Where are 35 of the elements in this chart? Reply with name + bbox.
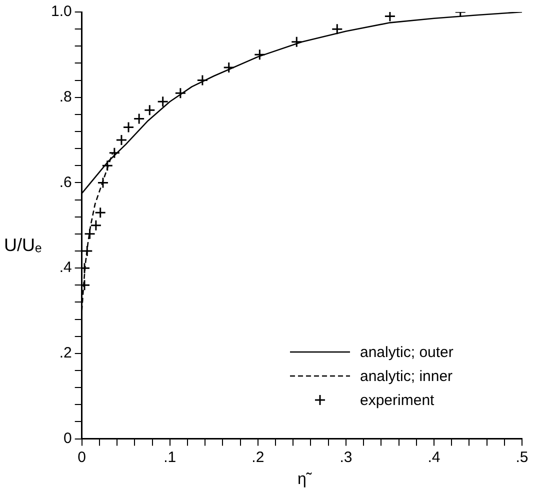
point [102,160,114,172]
y-tick-label: .2 [59,344,72,362]
legend-label: analytic; outer [360,344,454,360]
point [174,87,186,99]
point [122,121,134,133]
y-tick-label: .4 [59,259,72,276]
point [90,220,102,232]
point [384,12,396,22]
y-axis-title: U/Uₑ [4,235,42,256]
point [290,36,302,48]
point [254,48,266,60]
point [133,112,145,124]
point [196,74,208,86]
x-tick-label: 0 [78,448,86,466]
point [157,96,169,108]
point [97,176,109,188]
y-tick-label: .8 [59,88,72,106]
y-tick-label: 0 [64,430,72,447]
point [223,62,235,74]
x-axis-title: η̃ [297,470,312,488]
x-tick-label: .2 [252,448,264,466]
x-tick-label: .5 [516,448,528,466]
x-tick-label: .3 [340,448,352,466]
point [108,147,120,159]
legend-label: analytic; inner [360,368,453,384]
point [94,206,106,218]
x-tick-label: .1 [164,448,176,466]
point [116,134,128,146]
y-tick-label: .6 [59,174,72,191]
x-tick-label: .4 [428,448,440,466]
point [84,228,96,240]
y-tick-label: 1.0 [50,3,72,20]
point [331,23,343,35]
point [144,104,156,116]
legend-label: experiment [360,392,434,408]
